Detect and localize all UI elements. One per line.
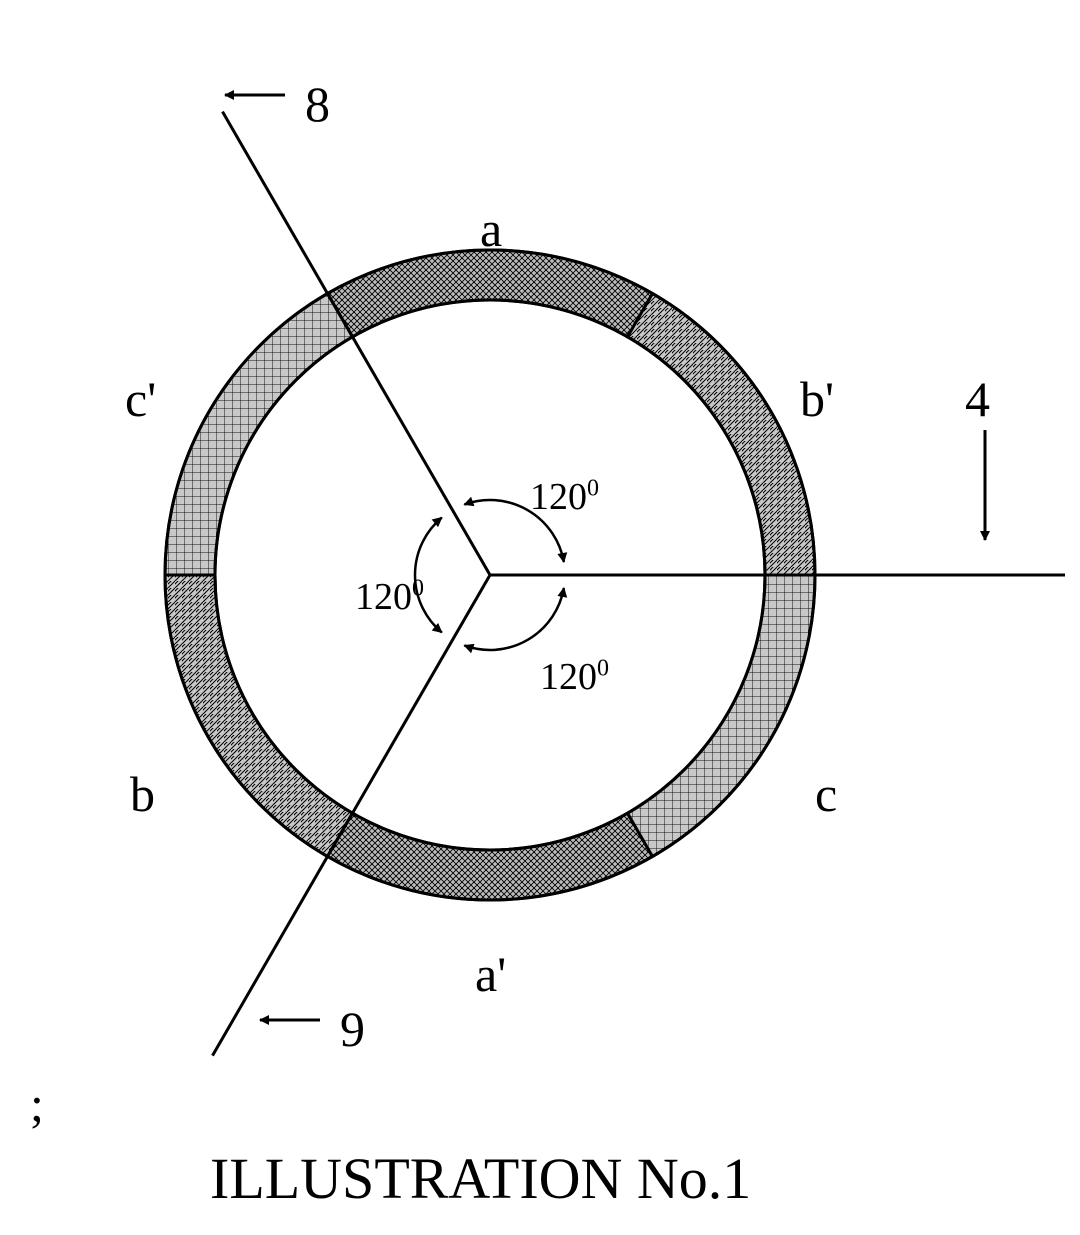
ring-sector-c	[628, 575, 816, 856]
angle-label-0: 1200	[530, 475, 599, 519]
radial-lines	[213, 112, 1066, 1056]
ring-diagram-svg	[0, 0, 1080, 1235]
pointer-arrows	[225, 95, 985, 1020]
sector-label-c_prime: c'	[125, 370, 156, 428]
pointer-label-p9: 9	[340, 1000, 365, 1058]
angle-arc	[464, 588, 564, 650]
sector-label-a: a	[480, 200, 502, 258]
angle-label-2: 1200	[540, 655, 609, 699]
ring-sector-b	[165, 575, 353, 856]
sector-label-c: c	[815, 765, 837, 823]
pointer-label-p4: 4	[965, 370, 990, 428]
stray-semicolon: ;	[30, 1075, 44, 1133]
figure-caption: ILLUSTRATION No.1	[210, 1145, 751, 1212]
sector-label-b: b	[130, 765, 155, 823]
radial-line9	[213, 575, 491, 1056]
sector-label-b_prime: b'	[800, 370, 834, 428]
angle-label-1: 1200	[355, 575, 424, 619]
pointer-label-p8: 8	[305, 75, 330, 133]
diagram-stage: a c' b a' c b' 8 4 9 1200 1200 1200 ; ILLUSTRATIO…	[0, 0, 1080, 1235]
sector-label-a_prime: a'	[475, 945, 506, 1003]
ring-sector-c_prime	[165, 294, 353, 575]
ring-sector-b_prime	[628, 294, 816, 575]
